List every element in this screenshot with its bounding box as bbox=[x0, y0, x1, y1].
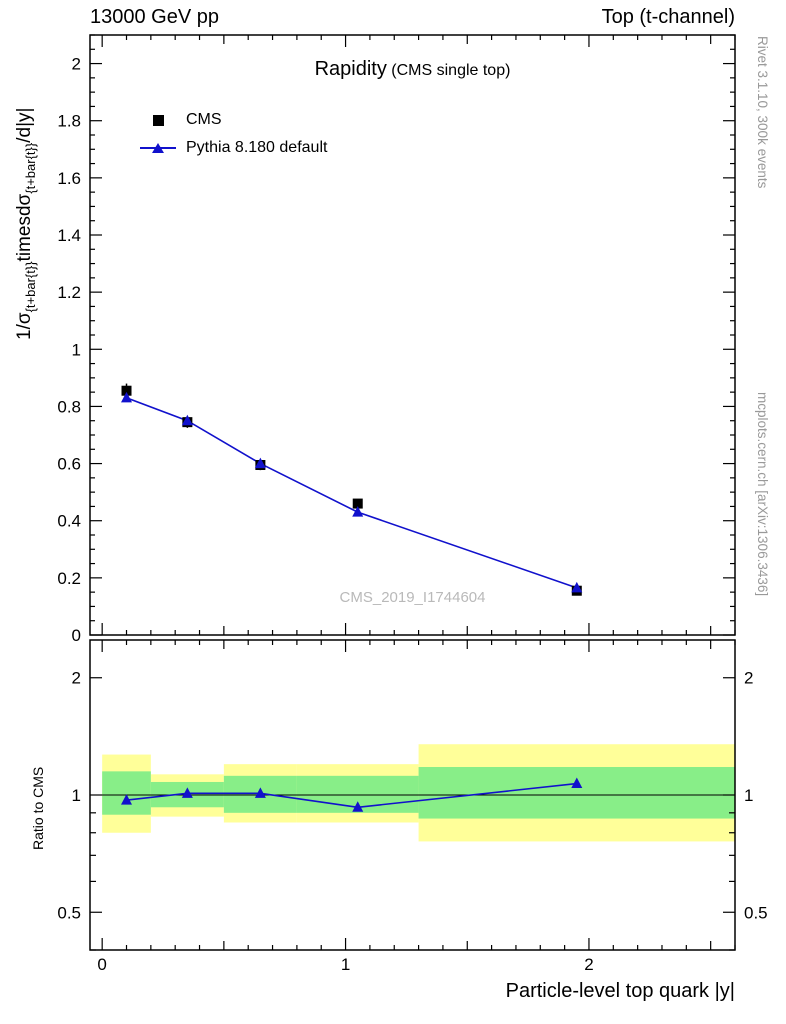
main-y-tick-label: 2 bbox=[72, 55, 81, 74]
main-y-tick-label: 1 bbox=[72, 340, 81, 359]
rivet-version-label: Rivet 3.1.10, 300k events bbox=[755, 36, 770, 189]
legend-label-cms: CMS bbox=[186, 111, 222, 128]
pythia-data-point bbox=[121, 391, 133, 403]
ratio-y-tick-label-right: 0.5 bbox=[744, 903, 768, 922]
ratio-y-axis-label: Ratio to CMS bbox=[30, 766, 46, 850]
main-y-tick-label: 0.8 bbox=[57, 397, 81, 416]
main-y-tick-label: 0.4 bbox=[57, 512, 81, 531]
x-axis-label: Particle-level top quark |y| bbox=[505, 980, 735, 1002]
plot-title-main: Rapidity bbox=[314, 58, 387, 80]
mcplots-reference-label: mcplots.cern.ch [arXiv:1306.3436] bbox=[755, 392, 770, 597]
pythia-data-point bbox=[571, 581, 583, 593]
ylabel-part: 1/σ bbox=[14, 312, 35, 340]
ratio-data-point bbox=[571, 777, 583, 789]
x-tick-label: 2 bbox=[584, 955, 593, 974]
green-uncertainty-band bbox=[102, 771, 151, 815]
ratio-y-tick-label: 2 bbox=[72, 669, 81, 688]
cms-marker-icon bbox=[140, 113, 176, 127]
green-uncertainty-band bbox=[418, 767, 735, 819]
main-y-axis-label: 1/σ{t+bar{t}}timesdσ{t+bar{t}}/d|y| bbox=[14, 108, 38, 340]
ratio-data-point bbox=[181, 787, 193, 798]
ylabel-sub: {t+bar{t}} bbox=[22, 142, 38, 194]
legend-item-cms: CMS bbox=[140, 106, 327, 134]
ratio-data-point bbox=[352, 801, 364, 812]
pythia-data-point bbox=[254, 457, 266, 469]
main-y-tick-label: 0.6 bbox=[57, 455, 81, 474]
pythia-line bbox=[126, 397, 578, 589]
main-y-tick-label: 1.4 bbox=[57, 226, 81, 245]
main-y-tick-label: 0.2 bbox=[57, 569, 81, 588]
ratio-y-tick-label-right: 1 bbox=[744, 786, 753, 805]
cms-data-point bbox=[121, 385, 132, 396]
plot-title-sub: (CMS single top) bbox=[391, 62, 511, 79]
beam-energy-label: 13000 GeV pp bbox=[90, 6, 219, 28]
ratio-data-point bbox=[121, 794, 133, 805]
cms-data-point bbox=[352, 498, 363, 509]
legend: CMS Pythia 8.180 default bbox=[140, 106, 327, 162]
ratio-y-tick-label: 1 bbox=[72, 786, 81, 805]
pythia-data-point bbox=[352, 506, 364, 517]
ylabel-sub: {t+bar{t}} bbox=[22, 261, 38, 313]
process-label: Top (t-channel) bbox=[601, 6, 735, 28]
ylabel-part: timesdσ bbox=[14, 193, 35, 262]
ylabel-part: /d|y| bbox=[14, 107, 35, 143]
pythia-data-point bbox=[181, 414, 193, 426]
plot-title: Rapidity (CMS single top) bbox=[90, 58, 735, 81]
ratio-data-point bbox=[254, 787, 266, 798]
main-y-tick-label: 1.6 bbox=[57, 169, 81, 188]
legend-label-pythia: Pythia 8.180 default bbox=[186, 139, 328, 156]
x-tick-label: 1 bbox=[341, 955, 350, 974]
main-y-tick-label: 1.8 bbox=[57, 112, 81, 131]
main-y-tick-label: 1.2 bbox=[57, 283, 81, 302]
ratio-y-tick-label-right: 2 bbox=[744, 669, 753, 688]
pythia-marker-icon bbox=[140, 141, 176, 155]
analysis-watermark: CMS_2019_I1744604 bbox=[339, 589, 486, 606]
main-y-tick-label: 0 bbox=[72, 626, 81, 645]
x-tick-label: 0 bbox=[97, 955, 106, 974]
legend-item-pythia: Pythia 8.180 default bbox=[140, 134, 327, 162]
ratio-y-tick-label: 0.5 bbox=[57, 903, 81, 922]
